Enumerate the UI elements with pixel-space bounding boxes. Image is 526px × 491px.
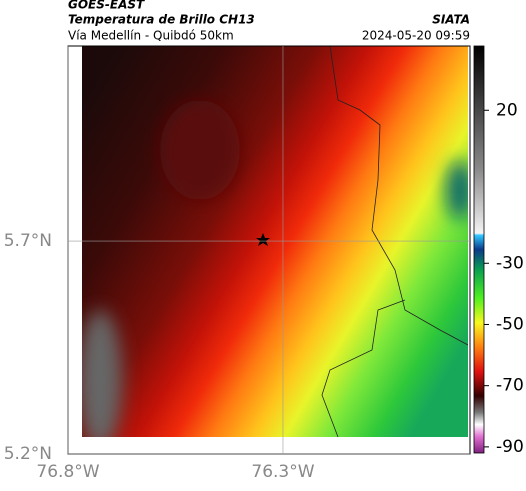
org: SIATA xyxy=(432,13,470,27)
colorbar-tick-label: -70 xyxy=(496,376,524,396)
timestamp: 2024-05-20 09:59 xyxy=(362,29,470,43)
colorbar-tick-label: -30 xyxy=(496,253,524,273)
x-tick-label: 76.3°W xyxy=(251,462,314,482)
title: Temperatura de Brillo CH13 xyxy=(68,13,255,27)
source: GOES-EAST xyxy=(68,0,145,12)
subtitle: Vía Medellín - Quibdó 50km xyxy=(68,29,234,43)
x-tick-label: 76.8°W xyxy=(36,462,99,482)
y-tick-label: 5.7°N xyxy=(4,231,52,251)
colorbar-tick-label: 20 xyxy=(496,100,518,120)
colorbar xyxy=(473,45,485,454)
satellite-image xyxy=(82,46,468,437)
y-tick-label: 5.2°N xyxy=(4,444,52,464)
colorbar-tick-label: -50 xyxy=(496,314,524,334)
colorbar-tick-label: -90 xyxy=(496,437,524,457)
